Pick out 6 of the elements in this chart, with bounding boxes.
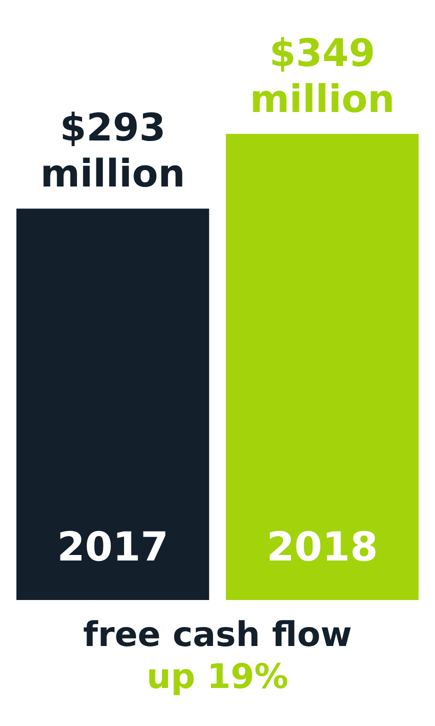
x-tick-label: 2017 (57, 524, 168, 570)
text: up 19% (146, 656, 290, 698)
data-label: $349 million (250, 30, 395, 121)
x-tick-label: 2018 (266, 524, 378, 570)
data-label: $293 million (40, 106, 186, 196)
text: free cash flow (82, 614, 353, 656)
